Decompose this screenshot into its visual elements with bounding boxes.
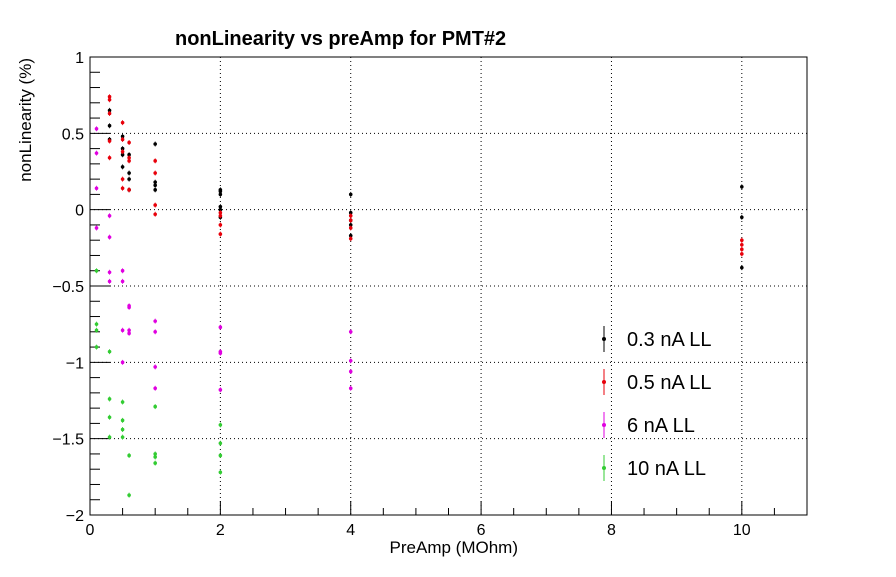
y-axis-label: nonLinearity (%) <box>16 58 35 182</box>
legend-label: 0.5 nA LL <box>627 372 712 394</box>
data-points <box>94 94 744 498</box>
chart-title: nonLinearity vs preAmp for PMT#2 <box>175 28 506 50</box>
series-0-5-na-ll <box>107 94 744 257</box>
x-tick-label: 2 <box>216 522 225 539</box>
x-tick-label: 0 <box>86 522 95 539</box>
legend-marker <box>602 380 606 384</box>
y-tick-label: −1 <box>66 355 84 372</box>
x-tick-label: 8 <box>607 522 616 539</box>
x-axis-label: PreAmp (MOhm) <box>390 538 518 557</box>
series-10-na-ll <box>94 268 223 498</box>
legend-marker <box>602 423 606 427</box>
grid-lines <box>90 57 807 515</box>
series-6-na-ll <box>94 126 353 393</box>
legend-label: 10 nA LL <box>627 458 706 480</box>
y-tick-label: −2 <box>66 508 84 525</box>
legend-label: 6 nA LL <box>627 415 695 437</box>
legend-label: 0.3 nA LL <box>627 329 712 351</box>
y-tick-label: 1 <box>75 50 84 67</box>
axes: 0 2 4 6 8 10 1 0.5 0 −0.5 −1 −1.5 −2 <box>52 50 808 539</box>
y-tick-label: −0.5 <box>52 279 84 296</box>
legend-marker <box>602 337 606 341</box>
x-tick-label: 10 <box>733 522 751 539</box>
legend-marker <box>602 466 606 470</box>
x-tick-label: 6 <box>477 522 486 539</box>
y-tick-label: 0 <box>75 203 84 220</box>
y-tick-label: 0.5 <box>62 126 84 143</box>
legend: 0.3 nA LL 0.5 nA LL 6 nA LL 10 nA LL <box>602 326 712 481</box>
x-tick-label: 4 <box>346 522 355 539</box>
y-tick-label: −1.5 <box>52 432 84 449</box>
